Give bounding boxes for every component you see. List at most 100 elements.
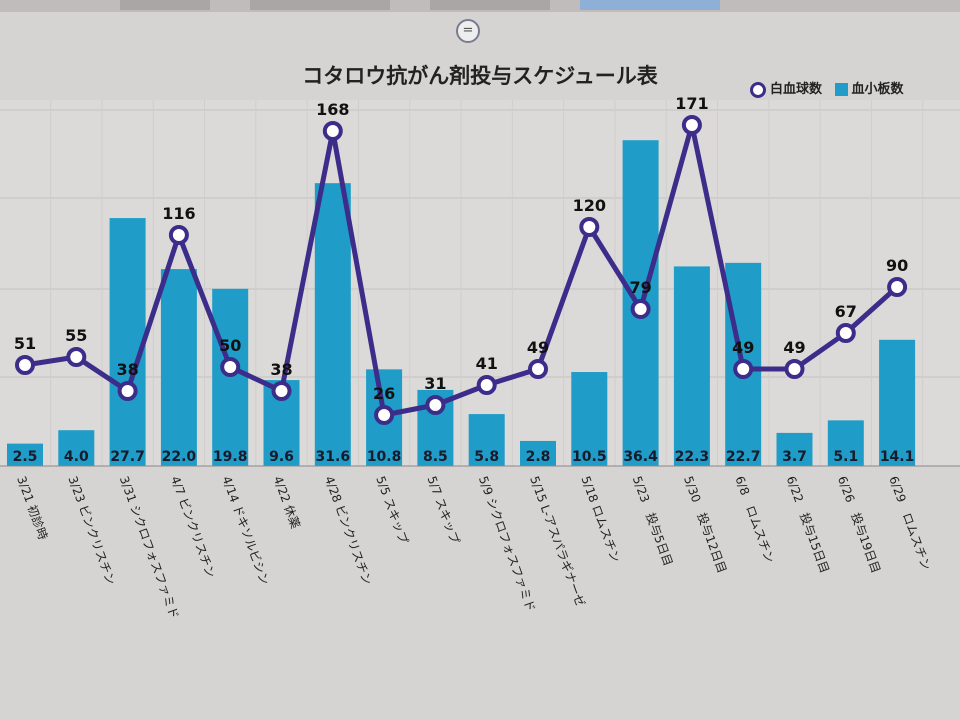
wbc-point [630, 299, 651, 319]
legend-bar-marker [834, 83, 848, 97]
bar-value-label: 14.1 [880, 449, 915, 465]
wbc-value-label: 41 [476, 354, 498, 373]
wbc-point [117, 381, 138, 401]
bar [314, 183, 351, 466]
bar-value-label: 5.8 [474, 449, 499, 465]
x-tick-label: 5/23 投与5日目 [630, 474, 676, 568]
bar-value-label: 9.6 [269, 449, 294, 465]
x-tick-label: 4/7 ビンクリスチン [168, 474, 218, 579]
wbc-point [579, 217, 600, 237]
wbc-value-label: 38 [116, 360, 138, 379]
bar-value-label: 2.8 [526, 449, 551, 465]
x-tick-label: 5/7 スキップ [425, 474, 462, 546]
wbc-value-label: 49 [732, 338, 754, 357]
sheet-tab[interactable] [120, 0, 210, 10]
wbc-value-label: 79 [629, 278, 651, 297]
bar [160, 269, 197, 466]
bar [776, 432, 813, 466]
x-tick-label: 3/23 ビンクリスチン [65, 474, 117, 587]
wbc-point [528, 359, 548, 379]
wbc-value-label: 168 [316, 100, 349, 119]
x-tick-label: 6/26 投与19日目 [835, 474, 884, 575]
x-tick-label: 5/18 ロムスチン [578, 474, 622, 564]
wbc-point [425, 395, 446, 415]
bar-value-label: 10.5 [572, 449, 607, 465]
sheet-tab[interactable] [430, 0, 550, 10]
chart-legend: 白血球数 血小板数 [750, 78, 912, 98]
legend-item-wbc: 白血球数 [750, 78, 822, 98]
wbc-point [476, 375, 497, 395]
x-tick-label: 5/9 シクロフォスファミド [476, 474, 538, 613]
wbc-point [220, 357, 241, 377]
sheet-tab-active[interactable] [580, 0, 720, 10]
x-tick-label: 6/8 ロムスチン [732, 474, 776, 565]
wbc-point [681, 115, 702, 135]
wbc-point [322, 121, 343, 141]
chart-handle-icon[interactable]: = [456, 19, 480, 43]
x-tick-label: 4/28 ビンクリスチン [322, 474, 374, 587]
bar [520, 440, 556, 466]
wbc-value-label: 26 [373, 384, 395, 403]
wbc-value-label: 49 [783, 338, 805, 357]
wbc-value-label: 55 [65, 326, 87, 345]
bar [109, 218, 146, 466]
wbc-value-label: 116 [162, 204, 195, 223]
toolbar-strip [0, 0, 960, 12]
wbc-point [15, 355, 35, 375]
x-tick-label: 4/14 ドキソルビシン [219, 474, 271, 587]
wbc-point [835, 323, 856, 343]
x-tick-label: 5/15 L-アスパラギナーゼ [527, 474, 587, 608]
x-tick-label: 6/22 投与15日目 [784, 474, 833, 575]
wbc-value-label: 31 [424, 374, 446, 393]
wbc-point [271, 381, 292, 401]
bar-value-label: 22.3 [675, 449, 710, 465]
wbc-point [374, 405, 395, 425]
bar-value-label: 36.4 [623, 449, 658, 465]
x-tick-label: 5/30 投与12日目 [681, 474, 730, 575]
bar [58, 430, 95, 466]
x-tick-label: 3/21 初診時 [14, 474, 51, 542]
bar-value-label: 31.6 [316, 449, 351, 465]
wbc-value-label: 90 [886, 256, 908, 275]
bar-value-label: 27.7 [110, 449, 145, 465]
bar-value-label: 4.0 [64, 449, 89, 465]
wbc-value-label: 38 [270, 360, 292, 379]
wbc-value-label: 120 [573, 196, 606, 215]
bar-value-label: 2.5 [13, 449, 38, 465]
plot-area [0, 100, 960, 466]
sheet-tab[interactable] [250, 0, 390, 10]
bar [468, 414, 505, 466]
legend-label-wbc: 白血球数 [770, 82, 823, 97]
bar [7, 443, 43, 466]
chart-title: コタロウ抗がん剤投与スケジュール表 [302, 64, 658, 88]
bar-value-label: 22.7 [726, 449, 761, 465]
x-tick-label: 6/29 ロムスチン [886, 474, 933, 572]
wbc-value-label: 50 [219, 336, 241, 355]
bar [879, 339, 916, 466]
bar-value-label: 22.0 [162, 449, 197, 465]
bar-value-label: 8.5 [423, 449, 448, 465]
wbc-point [168, 225, 189, 245]
wbc-point [887, 277, 908, 297]
legend-label-plt: 血小板数 [851, 82, 904, 98]
bar [212, 288, 249, 466]
bar-value-label: 5.1 [833, 449, 858, 465]
legend-item-plt: 血小板数 [834, 78, 904, 98]
wbc-point [66, 347, 87, 367]
wbc-point [733, 359, 754, 379]
bar [673, 266, 710, 466]
wbc-value-label: 67 [835, 302, 857, 321]
wbc-value-label: 49 [527, 338, 549, 357]
wbc-point [784, 359, 805, 379]
bar [827, 420, 864, 466]
legend-line-marker [750, 81, 766, 98]
bar-value-label: 19.8 [213, 449, 248, 465]
x-tick-label: 4/22 休薬 [271, 474, 303, 530]
bar-value-label: 10.8 [367, 449, 402, 465]
x-tick-label: 3/31 シクロフォスファミド [117, 474, 182, 620]
wbc-value-label: 171 [675, 94, 708, 113]
bar [571, 372, 608, 466]
wbc-value-label: 51 [14, 334, 36, 353]
